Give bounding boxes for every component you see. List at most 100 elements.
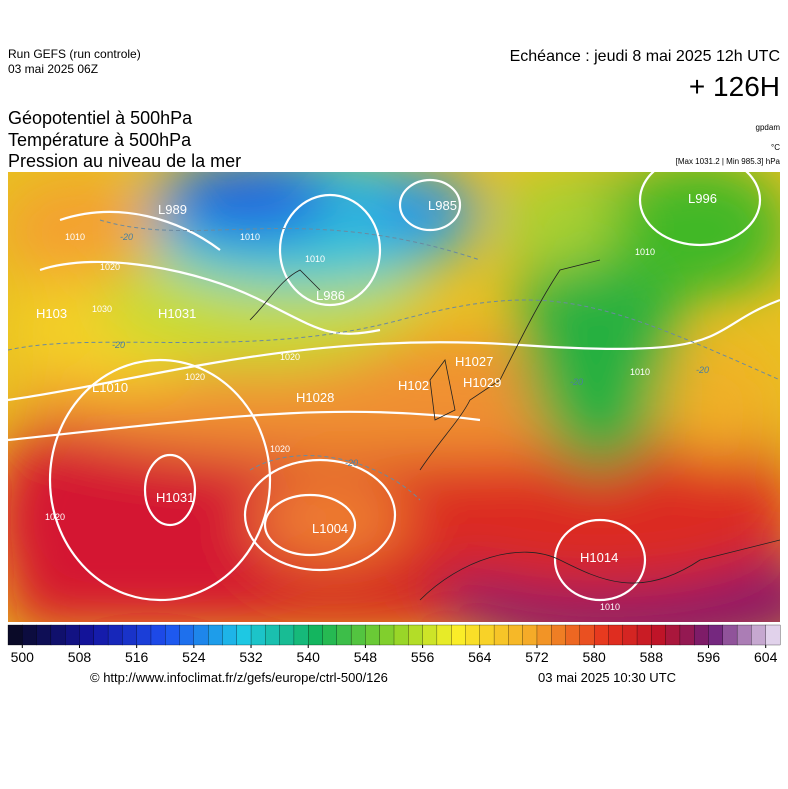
run-date: 03 mai 2025 06Z: [8, 62, 98, 76]
colorbar-swatch: [679, 624, 695, 646]
unit: [Max 1031.2 | Min 985.3] hPa: [676, 157, 781, 166]
coastlines: [249, 259, 780, 601]
colorbar-swatch: [408, 624, 424, 646]
colorbar-swatch: [465, 624, 481, 646]
colorbar-swatch: [222, 624, 238, 646]
colorbar-swatch: [365, 624, 381, 646]
colorbar-swatch: [122, 624, 138, 646]
valid-time: Echéance : jeudi 8 mai 2025 12h UTC: [510, 48, 780, 65]
map-label: -20: [345, 458, 358, 468]
colorbar-swatch: [651, 624, 667, 646]
colorbar-swatch: [350, 624, 366, 646]
colorbar-tick-label: 588: [640, 649, 664, 665]
colorbar-swatch: [508, 624, 524, 646]
map-label: H1031: [156, 490, 194, 505]
map-label: 1010: [630, 367, 650, 377]
colorbar-swatch: [165, 624, 181, 646]
colorbar-swatch: [236, 624, 252, 646]
colorbar-swatch: [565, 624, 581, 646]
colorbar-swatch: [536, 624, 552, 646]
colorbar-swatch: [193, 624, 209, 646]
colorbar-swatch: [36, 624, 52, 646]
colorbar-swatch: [136, 624, 152, 646]
colorbar-tick-label: 500: [11, 649, 35, 665]
colorbar-swatch: [765, 624, 781, 646]
colorbar-swatch: [608, 624, 624, 646]
colorbar-swatch: [393, 624, 409, 646]
map-label: H102: [398, 378, 429, 393]
map-label: 1010: [240, 232, 260, 242]
colorbar-swatch: [551, 624, 567, 646]
colorbar-swatch: [336, 624, 352, 646]
map-label: -20: [696, 365, 709, 375]
colorbar-swatch: [265, 624, 281, 646]
map-label: L1004: [312, 521, 348, 536]
map-label: -20: [570, 377, 583, 387]
map-label: L985: [428, 198, 457, 213]
map-label: -20: [120, 232, 133, 242]
colorbar-swatch: [751, 624, 767, 646]
map-label: 1020: [100, 262, 120, 272]
map-label: 1020: [280, 352, 300, 362]
colorbar-swatch: [493, 624, 509, 646]
map-label: H103: [36, 306, 67, 321]
issued: 03 mai 2025 10:30 UTC: [538, 670, 676, 685]
colorbar-swatch: [593, 624, 609, 646]
colorbar-swatch: [522, 624, 538, 646]
colorbar-tick-label: 548: [354, 649, 378, 665]
unit: °C: [771, 143, 780, 152]
title: Pression au niveau de la mer: [8, 151, 241, 171]
colorbar-swatch: [708, 624, 724, 646]
unit: gpdam: [756, 123, 781, 132]
colorbar-swatch: [250, 624, 266, 646]
colorbar-swatch: [579, 624, 595, 646]
map-label: H1014: [580, 550, 618, 565]
title: Géopotentiel à 500hPa: [8, 108, 193, 128]
colorbar-tick-label: 540: [297, 649, 321, 665]
colorbar-swatch: [179, 624, 195, 646]
colorbar-swatch: [479, 624, 495, 646]
colorbar-swatch: [451, 624, 466, 646]
colorbar-swatch: [636, 624, 652, 646]
colorbar-swatch: [7, 624, 23, 646]
colorbar-swatch: [207, 624, 223, 646]
colorbar-swatch: [308, 624, 323, 646]
colorbar-swatch: [436, 624, 452, 646]
colorbar-tick-label: 524: [182, 649, 206, 665]
colorbar-tick-label: 580: [582, 649, 606, 665]
colorbar-swatch: [322, 624, 338, 646]
map-label: 1020: [45, 512, 65, 522]
map-label: 1010: [65, 232, 85, 242]
colorbar-swatch: [379, 624, 395, 646]
colorbar-swatch: [736, 624, 752, 646]
map-label: 1020: [185, 372, 205, 382]
colorbar-tick-label: 508: [68, 649, 92, 665]
colorbar-tick-label: 516: [125, 649, 149, 665]
map-label: H1027: [455, 354, 493, 369]
map-label: 1010: [600, 602, 620, 612]
colorbar-tick-label: 564: [468, 649, 492, 665]
colorbar-swatch: [722, 624, 738, 646]
source: © http://www.infoclimat.fr/z/gefs/europe…: [90, 670, 388, 685]
map-label: H1028: [296, 390, 334, 405]
colorbar: 500 508 516 524 532 540 548 556 564 572 580 588 596 6…: [7, 624, 781, 665]
title: Température à 500hPa: [8, 130, 192, 150]
colorbar-swatch: [293, 624, 309, 646]
colorbar-tick-label: 572: [525, 649, 549, 665]
map: L989 L985 L996 L986 H103 H1031 L1010 H1028 H102 H…: [8, 172, 780, 622]
map-label: L989: [158, 202, 187, 217]
colorbar-swatch: [622, 624, 638, 646]
colorbar-tick-label: 604: [754, 649, 778, 665]
lead-time: + 126H: [689, 71, 780, 102]
colorbar-tick-label: 556: [411, 649, 435, 665]
map-label: 1010: [305, 254, 325, 264]
map-label: L1010: [92, 380, 128, 395]
colorbar-swatch: [422, 624, 438, 646]
isotherms: [8, 219, 780, 501]
colorbar-swatch: [79, 624, 95, 646]
map-label: L986: [316, 288, 345, 303]
colorbar-tick-label: 532: [239, 649, 263, 665]
colorbar-swatch: [150, 624, 166, 646]
colorbar-swatch: [65, 624, 80, 646]
